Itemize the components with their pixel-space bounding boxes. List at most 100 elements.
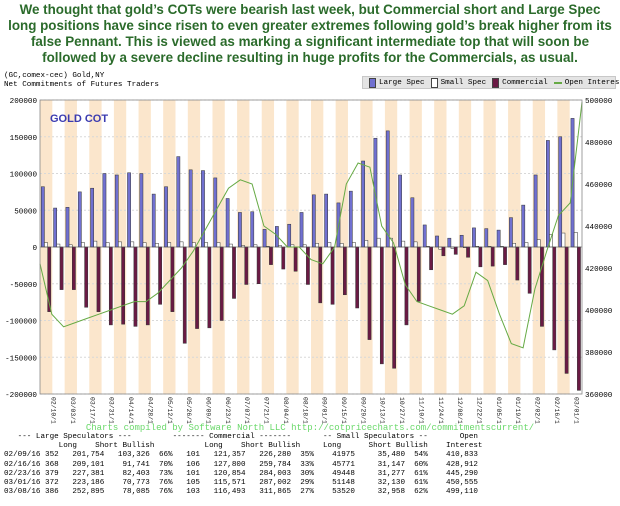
x-tick-label: 05/26/15 <box>185 397 192 424</box>
small-spec-bar <box>512 243 516 248</box>
large-spec-bar <box>238 212 242 248</box>
ticker-info: (GC,comex-cec) Gold,NY Net Commitments o… <box>4 72 159 90</box>
y-right-tick-label: 480000 <box>585 140 613 148</box>
y-right-tick-label: 440000 <box>585 224 613 232</box>
large-spec-bar <box>447 237 452 248</box>
commercial-bar <box>133 246 138 327</box>
commercial-bar <box>244 246 249 285</box>
large-spec-bar <box>176 156 181 248</box>
commercial-bar <box>318 246 323 304</box>
small-spec-bar <box>401 240 406 248</box>
table-row: 02/23/16 379 227,381 82,403 73% 101 120,… <box>4 469 478 478</box>
x-tick-label: 03/01/16 <box>572 397 579 424</box>
commercial-bar <box>577 246 581 391</box>
small-spec-bar <box>376 237 381 248</box>
commercial-bar <box>281 246 286 270</box>
commercial-bar <box>527 246 532 294</box>
large-spec-bar <box>65 207 70 248</box>
y-left-tick-label: -150000 <box>5 355 37 363</box>
chart-credit: Charts compiled by Software North LLC ht… <box>85 423 535 433</box>
large-spec-bar <box>558 136 563 248</box>
x-tick-label: 04/28/15 <box>146 397 153 424</box>
y-left-tick-label: 150000 <box>10 135 38 143</box>
large-spec-bar <box>496 229 501 248</box>
table-header-2: Long Short Bullish Long Short Bullish Lo… <box>4 442 483 451</box>
large-spec-bar <box>509 217 513 248</box>
large-spec-bar <box>533 174 538 248</box>
small-spec-bar <box>302 244 307 248</box>
large-spec-bar <box>164 186 168 248</box>
commercial-bar <box>355 246 360 309</box>
commercial-bar <box>72 246 76 290</box>
plot-border <box>39 99 583 395</box>
x-tick-label: 08/18/15 <box>301 397 308 424</box>
legend-small-spec: Small Spec <box>430 77 486 88</box>
small-spec-bar <box>228 243 233 248</box>
commercial-bar <box>392 246 396 369</box>
x-tick-label: 09/29/15 <box>359 397 366 424</box>
large-spec-bar <box>385 130 390 248</box>
commercial-bar <box>145 246 150 326</box>
small-spec-bar <box>192 242 196 248</box>
x-tick-label: 06/09/15 <box>204 397 211 424</box>
small-spec-bar <box>93 240 98 248</box>
legend-large-spec-swatch <box>369 77 376 88</box>
headline: We thought that gold’s COTs were bearish… <box>8 2 612 65</box>
cot-data-table: --- Large Speculators --- ------- Commer… <box>4 433 482 497</box>
commercial-bar <box>552 246 557 351</box>
commercial-bar <box>96 246 101 312</box>
y-left-tick-label: 100000 <box>10 172 38 180</box>
y-left-tick-label: -100000 <box>5 319 37 327</box>
table-row: 03/01/16 372 223,186 70,773 76% 105 115,… <box>4 479 478 488</box>
commercial-bar <box>343 246 347 296</box>
commercial-bar <box>453 246 458 255</box>
x-tick-label: 02/16/16 <box>553 397 560 424</box>
legend-large-spec-label: Large Spec <box>379 78 425 87</box>
legend-commercial-label: Commercial <box>502 78 548 87</box>
commercial-bar <box>429 246 433 271</box>
x-tick-label: 11/24/15 <box>437 397 444 424</box>
table-row: 02/09/16 352 201,754 103,326 66% 101 121… <box>4 451 478 460</box>
small-spec-bar <box>352 242 356 248</box>
small-spec-bar <box>179 241 184 248</box>
large-spec-bar <box>40 186 45 248</box>
commercial-bar <box>441 246 446 257</box>
x-tick-label: 07/07/15 <box>243 397 250 424</box>
small-spec-bar <box>142 242 147 248</box>
commercial-bar <box>121 246 125 325</box>
large-spec-bar <box>114 174 119 248</box>
large-spec-bar <box>324 193 329 248</box>
x-tick-label: 02/10/15 <box>50 397 57 424</box>
commercial-bar <box>158 246 162 305</box>
x-tick-label: 02/02/16 <box>534 397 541 424</box>
commercial-bar <box>195 246 199 329</box>
commercial-bar <box>84 246 89 308</box>
large-spec-bar <box>139 173 144 248</box>
small-spec-bar <box>253 244 258 248</box>
commercial-bar <box>293 246 298 272</box>
y-left-tick-label: 200000 <box>10 98 38 106</box>
x-tick-label: 10/13/15 <box>379 397 386 424</box>
small-spec-bar <box>339 243 344 248</box>
table-row: 02/16/16 368 209,101 91,741 70% 106 127,… <box>4 460 478 469</box>
commercial-bar <box>379 246 384 365</box>
y-right-tick-label: 460000 <box>585 182 613 190</box>
small-spec-bar <box>216 242 221 248</box>
small-spec-bar <box>167 242 172 248</box>
small-spec-bar <box>524 242 529 248</box>
small-spec-bar <box>413 241 418 248</box>
commercial-bar <box>306 246 310 285</box>
large-spec-bar <box>53 207 58 248</box>
ticker-symbol: (GC,comex-cec) Gold,NY <box>4 72 105 80</box>
large-spec-bar <box>348 190 353 248</box>
table-row: 03/08/16 386 252,895 78,085 76% 103 116,… <box>4 488 478 497</box>
commercial-bar <box>416 246 421 302</box>
small-spec-bar <box>68 244 73 248</box>
y-right-tick-label: 380000 <box>585 350 613 358</box>
large-spec-bar <box>299 212 304 248</box>
small-spec-bar <box>81 242 85 248</box>
x-tick-label: 06/23/15 <box>224 397 231 424</box>
commercial-bar <box>367 246 372 340</box>
x-tick-label: 05/12/15 <box>166 397 173 424</box>
x-tick-label: 12/22/15 <box>475 397 482 424</box>
